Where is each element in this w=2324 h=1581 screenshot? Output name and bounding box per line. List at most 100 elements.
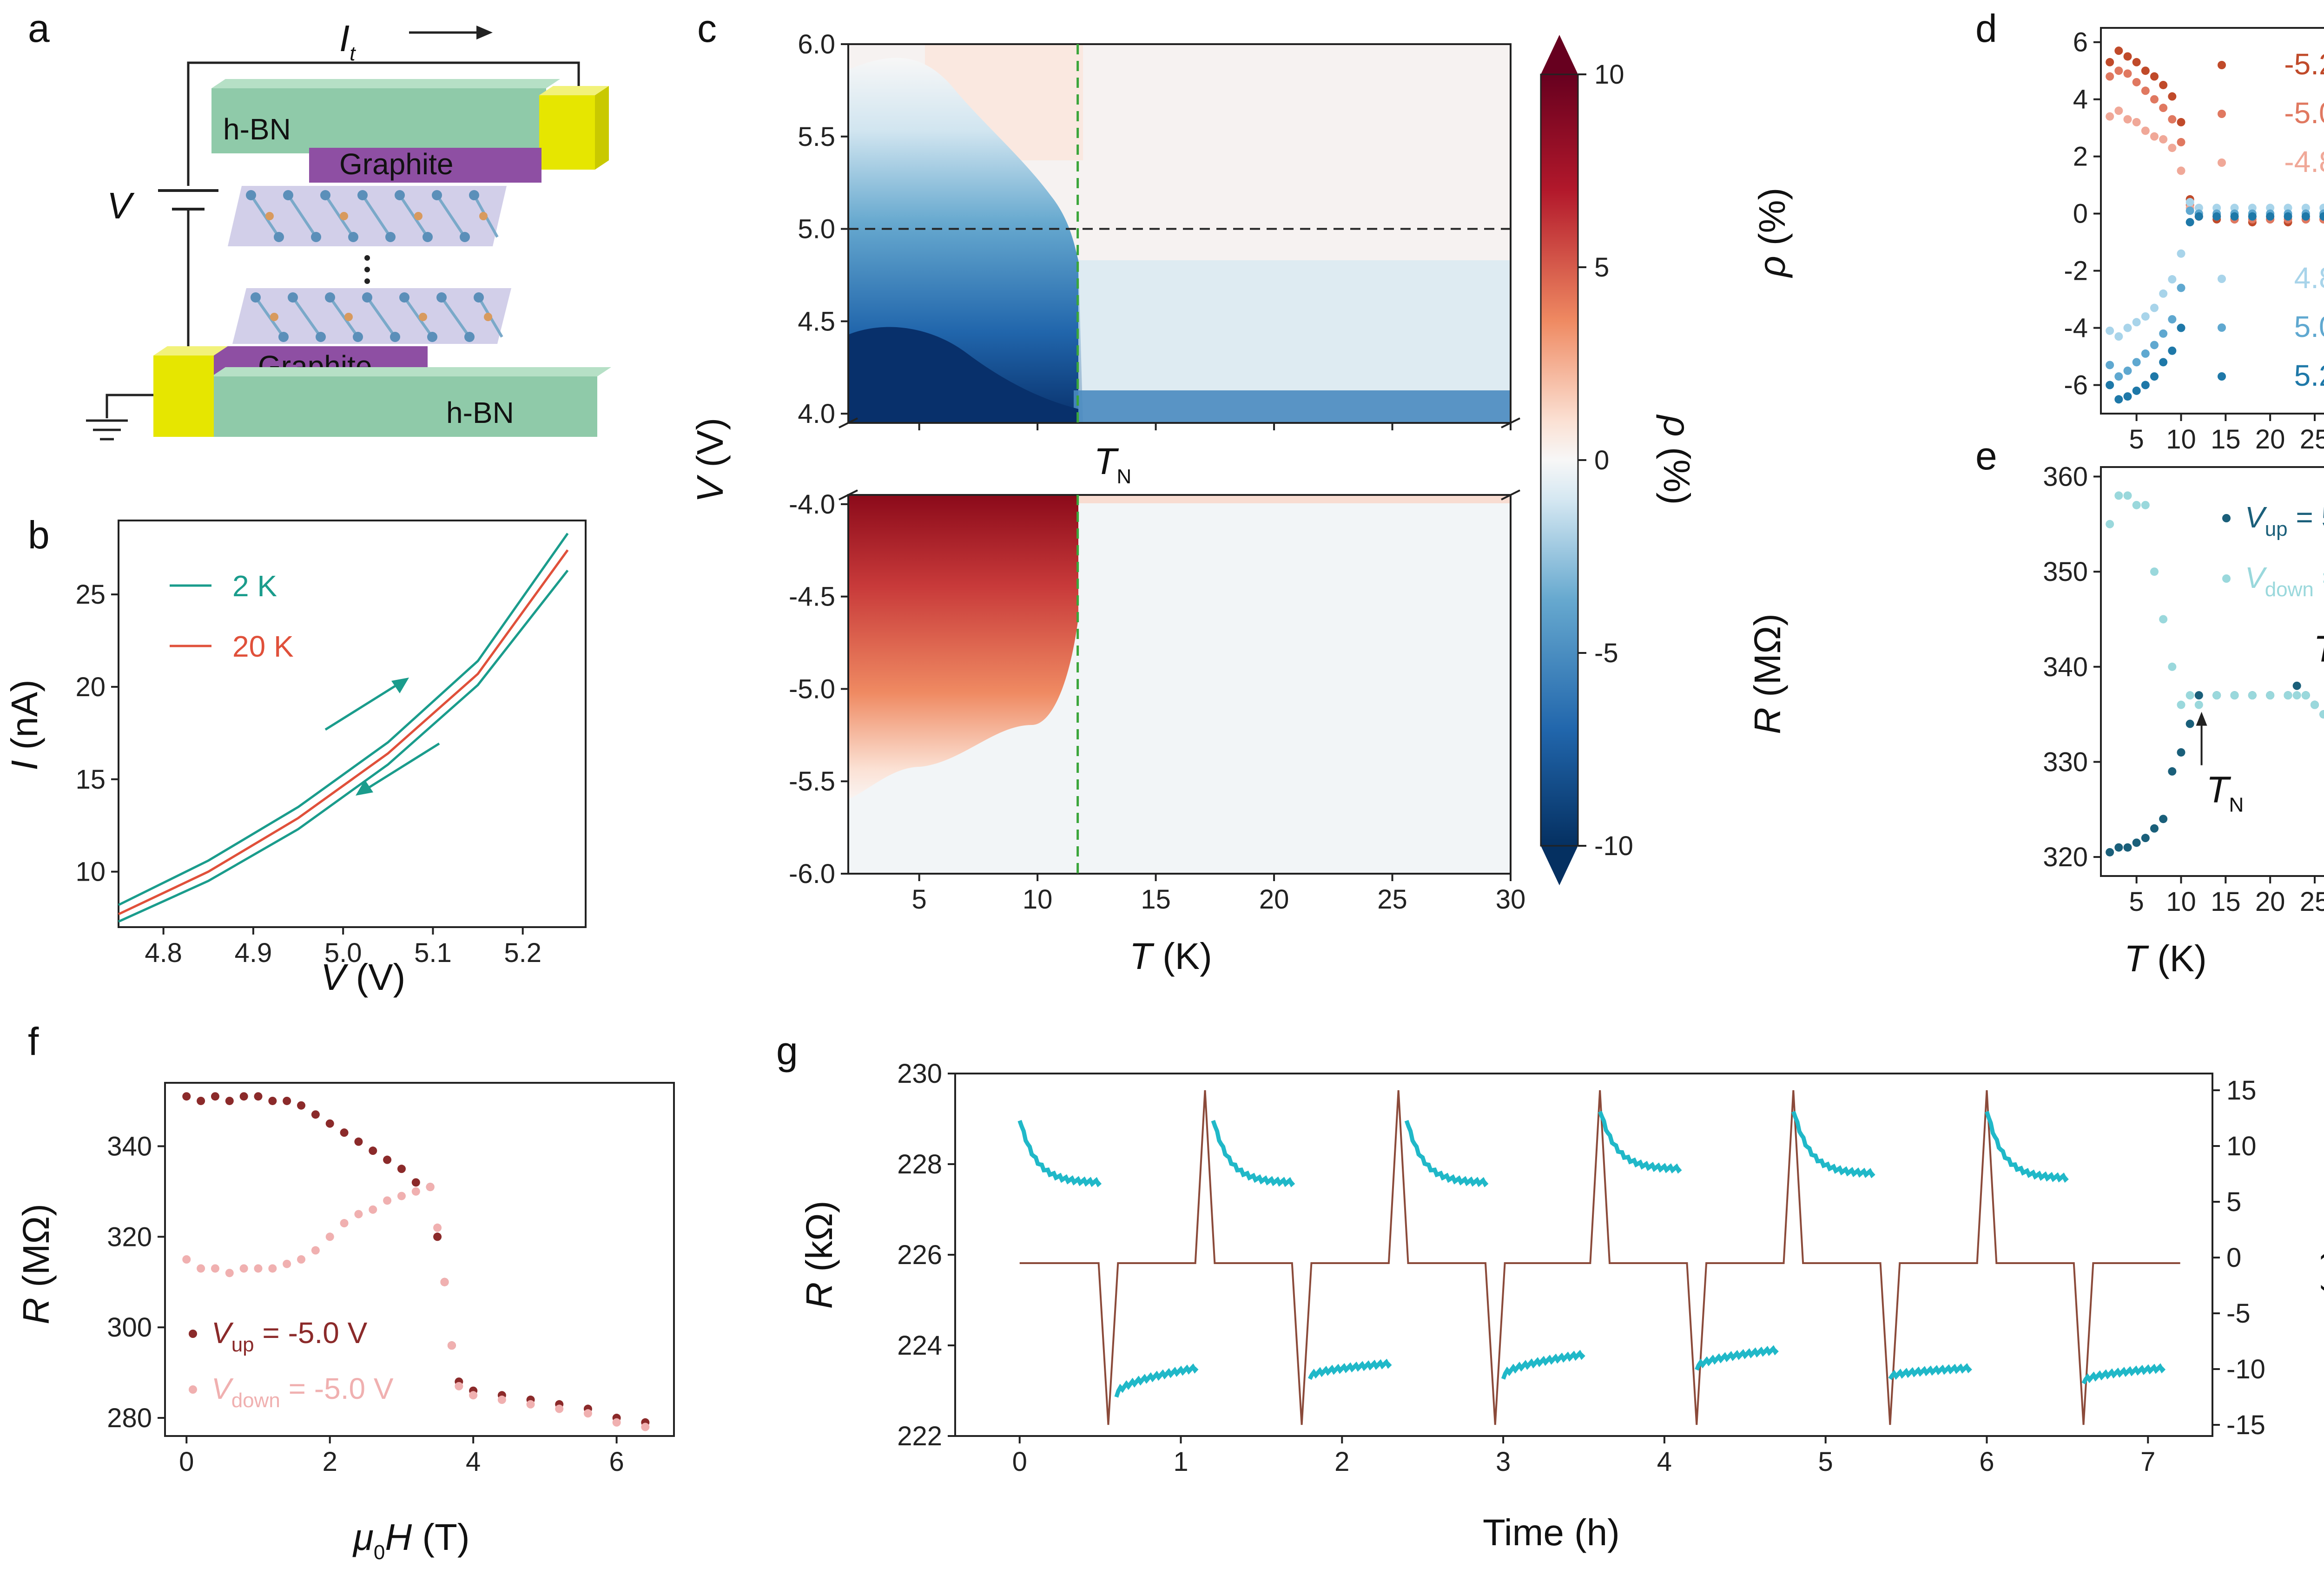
sweep-up-arrow [324,682,401,731]
data-point--5.2V [2141,66,2150,75]
panel-c-y-top-tick-label: 4.0 [798,399,835,429]
panel-e-frame [2100,466,2324,877]
panel-f-y-tick-label: 280 [107,1403,152,1433]
panel-g-x-tick-label: 7 [2140,1447,2155,1477]
panel-c-x-tick-label: 10 [1023,884,1053,915]
resistance-trace-high [1211,1120,1295,1187]
data-point-v-up [254,1092,263,1101]
data-point-v-down [555,1404,564,1413]
panel-label-e: e [1975,434,1997,478]
panel-d-y-tick-label: 6 [2073,27,2088,58]
resistance-trace-low [1114,1363,1199,1398]
panel-e-x-tick-label: 10 [2166,887,2196,917]
panel-g-y-right-tick-label: 0 [2226,1243,2241,1273]
panel-c-y-bottom-tick-label: -4.0 [789,489,835,520]
panel-c-xticks: 5 10 15 20 25 30 [912,423,1526,915]
data-point-5.2V [2301,212,2310,221]
data-point-v-up [354,1137,363,1146]
data-point-v-up [2141,834,2150,843]
data-point--5.0V [2132,78,2141,86]
data-point-v-up [268,1096,277,1105]
panel-f-y-tick-label: 320 [107,1222,152,1252]
data-point-4.8V [2114,332,2123,341]
panel-g-y-right-tick-label: -10 [2226,1354,2265,1384]
data-point-5.2V [2194,212,2203,221]
data-point-5.2V [2185,218,2194,227]
data-point--4.8V [2177,166,2185,175]
data-point-v-down [2284,691,2292,700]
legend-label-5.0V: 5.0 V [2294,310,2324,343]
data-point-4.8V [2177,249,2185,258]
data-point-v-down [2301,691,2310,700]
panel-c-y-top-tick-label: 5.5 [798,122,835,152]
legend-label--4.8V: -4.8 V [2284,145,2324,178]
panel-e-y-tick-label: 340 [2043,652,2088,682]
data-point-5.0V [2168,315,2177,324]
panel-e-y-tick-label: 350 [2043,557,2088,587]
data-point--4.8V [2168,144,2177,152]
data-point-v-down [2106,520,2114,528]
panel-b-y-tick-label: 25 [75,580,106,610]
panel-b-x-tick-label: 4.9 [235,938,272,968]
crystal-lattice-bottom [232,288,511,344]
panel-b-xlabel: V (V) [321,956,405,998]
data-point-5.2V [2319,212,2324,221]
panel-e-annotations: TN Tmag [2196,628,2324,817]
data-point-5.2V [2106,381,2114,389]
panel-e-ylabel: R (MΩ) [1747,613,1788,734]
panel-c-xlabel: T (K) [1129,935,1212,977]
data-point--5.0V [2159,104,2168,112]
data-point-v-down [2248,691,2257,700]
data-point-5.2V [2177,323,2185,332]
legend-marker-v-up [2222,514,2231,522]
data-point-5.0V [2114,372,2123,381]
panel-d-yticks: 6 4 2 0 -2 -4 -6 [2064,27,2101,401]
panel-g-ylabel-right: V (V) [2321,1212,2324,1297]
current-label: It [339,18,356,65]
data-point--5.0V [2106,72,2114,81]
data-point-v-down [182,1255,191,1264]
panel-d-x-tick-label: 25 [2300,424,2324,455]
resistance-trace-high [1598,1111,1682,1174]
data-point-4.8V [2194,204,2203,212]
panel-g-y-right-tick-label: 5 [2226,1187,2241,1217]
data-point-v-down [447,1341,456,1350]
panel-f-x-tick-label: 4 [466,1447,481,1477]
panel-d-y-tick-label: 2 [2073,142,2088,172]
data-point-v-down [455,1382,463,1390]
data-point-v-down [2177,700,2185,709]
panel-d-x-tick-label: 20 [2255,424,2285,455]
bottom-contact [153,356,214,437]
legend-marker-v-up [189,1330,197,1338]
data-point-v-down [469,1391,478,1400]
data-point--5.2V [2132,58,2141,66]
data-point-5.0V [2177,283,2185,292]
panel-c-x-tick-label: 30 [1496,884,1526,915]
panel-g-y-left-tick-label: 230 [897,1059,942,1089]
colorbar-tick-label: 0 [1594,445,1609,475]
data-point-v-up [197,1096,205,1105]
data-point-5.0V [2106,361,2114,369]
data-point-v-down [397,1192,406,1200]
data-point--5.2V [2168,92,2177,101]
data-point--5.0V [2114,66,2123,75]
data-point-v-down [2194,700,2203,709]
data-point-v-down [497,1396,506,1404]
panel-b-frame [118,520,587,928]
data-point-v-up [2177,748,2185,757]
data-point-v-up [411,1178,420,1187]
data-point-5.0V [2150,341,2159,349]
data-point-v-down [2185,691,2194,700]
data-point-4.8V [2212,204,2221,212]
data-point--5.0V [2168,115,2177,124]
iv-curve-20k-2 [118,549,569,916]
hbn-bottom [211,376,597,437]
data-point-v-down [383,1196,392,1205]
tn-arrow-head [2196,711,2207,726]
panel-f-x-tick-label: 2 [323,1447,337,1477]
heatmap-top-low-row [1074,390,1511,423]
panel-f-x-tick-label: 6 [609,1447,624,1477]
hbn-top-label: h-BN [223,112,291,146]
